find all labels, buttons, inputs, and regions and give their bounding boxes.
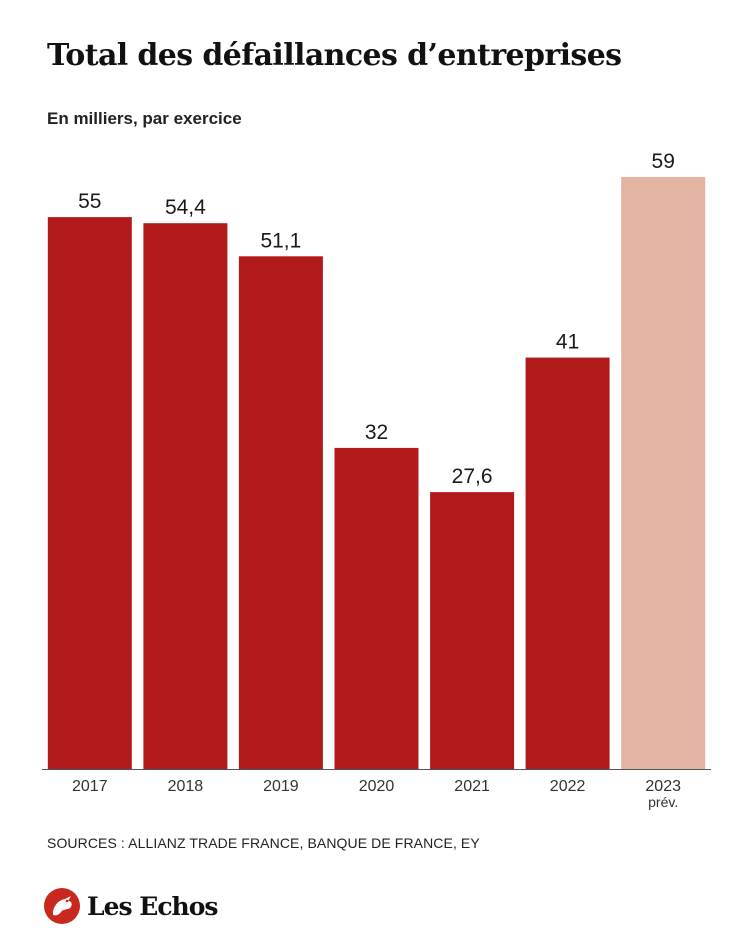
x-tick-label-2019: 2019 <box>263 778 299 795</box>
value-label-2021: 27,6 <box>452 465 493 488</box>
value-label-2019: 51,1 <box>260 229 301 252</box>
value-label-2020: 32 <box>365 421 388 444</box>
chart-title: Total des défaillances d’entreprises <box>47 38 622 73</box>
value-label-2018: 54,4 <box>165 196 206 219</box>
brand-name: Les Echos <box>87 891 218 921</box>
bar-chart: 55 2017 54,4 2018 51,1 2019 32 2020 27,6 2021 41 20… <box>42 150 711 810</box>
bar-2017 <box>47 217 132 770</box>
bar-2020 <box>334 447 419 769</box>
sources-note: SOURCES : ALLIANZ TRADE FRANCE, BANQUE D… <box>47 835 480 851</box>
bar-2023 <box>621 177 706 769</box>
x-tick-label-2022: 2022 <box>550 778 586 795</box>
x-tick-label-2017: 2017 <box>72 778 108 795</box>
bar-2018 <box>143 223 228 769</box>
x-tick-label-2023: 2023 <box>645 778 681 795</box>
griffin-logo-icon <box>44 888 80 924</box>
brand-logo: Les Echos <box>44 888 218 924</box>
value-label-2022: 41 <box>556 331 579 354</box>
value-label-2017: 55 <box>78 190 101 213</box>
x-tick-label-2018: 2018 <box>168 778 204 795</box>
value-label-2023: 59 <box>652 150 675 173</box>
bar-2019 <box>238 256 323 769</box>
bar-2021 <box>430 492 515 769</box>
chart-subtitle: En milliers, par exercice <box>47 109 242 128</box>
x-tick-label-2021: 2021 <box>454 778 490 795</box>
x-tick-label-2020: 2020 <box>359 778 395 795</box>
bar-2022 <box>525 357 610 769</box>
x-tick-note-2023: prév. <box>648 794 678 810</box>
